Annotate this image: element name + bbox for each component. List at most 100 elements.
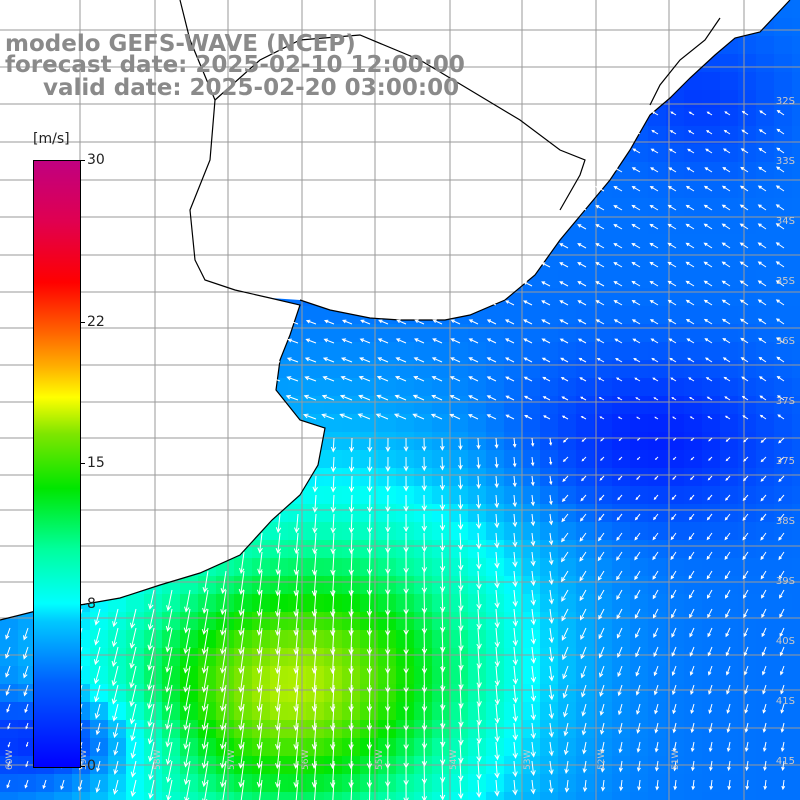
wind-arrow — [113, 760, 119, 775]
wind-arrow — [705, 130, 713, 135]
wind-arrow — [618, 722, 623, 735]
wind-arrow — [671, 494, 677, 501]
wind-arrow — [268, 357, 281, 363]
wind-arrow — [744, 741, 749, 752]
wind-arrow — [724, 111, 731, 116]
wind-arrow — [285, 394, 299, 401]
wind-arrow — [494, 741, 500, 761]
wind-arrow — [256, 741, 263, 769]
wind-arrow — [655, 779, 660, 791]
wind-arrow — [403, 475, 409, 492]
wind-arrow — [130, 722, 137, 742]
wind-arrow — [476, 475, 481, 490]
wind-arrow — [631, 242, 641, 249]
wind-arrow — [549, 437, 553, 446]
wind-arrow — [631, 319, 641, 325]
wind-arrow — [580, 646, 587, 660]
wind-arrow — [635, 397, 641, 401]
wind-arrow — [287, 319, 299, 325]
wind-arrow — [494, 570, 500, 589]
wind-arrow — [476, 627, 482, 650]
wind-arrow — [548, 646, 555, 663]
wind-arrow — [600, 722, 605, 735]
wind-arrow — [577, 281, 587, 287]
wind-arrow — [668, 148, 677, 154]
wind-arrow — [616, 608, 623, 620]
wind-arrow — [312, 475, 318, 493]
wind-arrow — [440, 703, 446, 730]
colorbar-tick — [80, 321, 85, 323]
wind-arrow — [468, 357, 479, 363]
wind-arrow — [148, 741, 155, 763]
wind-arrow — [439, 532, 446, 552]
wind-arrow — [687, 148, 695, 154]
wind-arrow — [113, 741, 119, 756]
wind-arrow — [598, 494, 605, 501]
wind-arrow — [202, 570, 209, 594]
latitude-label: 40S — [776, 636, 795, 647]
wind-arrow — [722, 357, 731, 363]
wind-arrow — [512, 570, 518, 588]
wind-arrow — [385, 513, 391, 533]
wind-arrow — [439, 456, 445, 471]
wind-arrow — [366, 494, 373, 513]
wind-arrow — [649, 186, 659, 192]
wind-arrow — [304, 376, 317, 382]
wind-arrow — [706, 532, 713, 541]
wind-arrow — [739, 185, 749, 192]
wind-arrow — [689, 608, 695, 619]
wind-arrow — [580, 396, 587, 401]
wind-arrow — [725, 608, 731, 619]
wind-arrow — [707, 608, 713, 619]
wind-arrow — [366, 475, 373, 493]
wind-arrow — [667, 223, 677, 230]
wind-arrow — [617, 703, 623, 716]
wind-arrow — [595, 262, 605, 268]
wind-arrow — [111, 665, 119, 687]
wind-arrow — [613, 224, 623, 230]
wind-arrow — [725, 665, 731, 676]
wind-arrow — [650, 167, 659, 173]
wind-arrow — [476, 665, 482, 689]
wind-arrow — [562, 437, 569, 443]
wind-arrow — [757, 242, 767, 249]
wind-arrow — [543, 415, 551, 420]
wind-arrow — [112, 779, 119, 795]
wind-arrow — [762, 665, 767, 676]
wind-arrow — [494, 760, 500, 779]
wind-arrow — [560, 377, 569, 382]
wind-arrow — [165, 684, 173, 712]
wind-arrow — [579, 589, 587, 602]
wind-arrow — [742, 415, 749, 420]
wind-arrow — [439, 722, 446, 748]
wind-arrow — [672, 703, 677, 715]
wind-arrow — [512, 703, 518, 723]
wind-arrow — [653, 608, 659, 619]
wind-arrow — [778, 475, 785, 483]
wind-arrow — [523, 395, 533, 401]
wind-arrow — [238, 627, 245, 655]
latitude-label: 33S — [776, 156, 795, 167]
wind-arrow — [330, 532, 336, 555]
wind-arrow — [688, 532, 695, 541]
wind-arrow — [376, 375, 389, 382]
wind-arrow — [670, 551, 677, 561]
wind-arrow — [25, 722, 29, 730]
wind-arrow — [183, 627, 191, 655]
wind-arrow — [147, 684, 155, 710]
wind-arrow — [725, 437, 731, 442]
wind-arrow — [486, 395, 497, 401]
wind-arrow — [450, 319, 461, 325]
wind-arrow — [494, 608, 500, 629]
wind-arrow — [686, 338, 695, 344]
wind-arrow — [740, 357, 749, 363]
wind-arrow — [776, 109, 785, 116]
wind-arrow — [457, 475, 463, 490]
wind-arrow — [631, 204, 641, 211]
wind-arrow — [505, 300, 515, 306]
wind-arrow — [348, 475, 355, 493]
wind-arrow — [634, 608, 641, 619]
wind-arrow — [183, 646, 191, 674]
wind-arrow — [600, 741, 605, 754]
